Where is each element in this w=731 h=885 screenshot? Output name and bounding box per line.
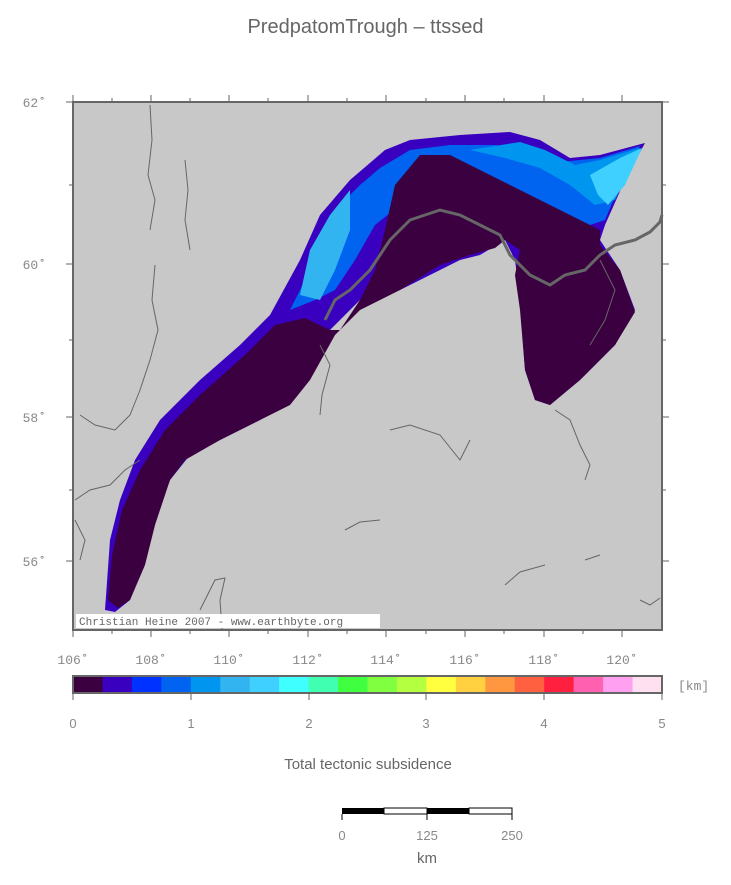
colorbar-cell xyxy=(249,676,280,693)
colorbar-cell xyxy=(367,676,398,693)
colorbar-cell xyxy=(632,676,663,693)
credit-text: Christian Heine 2007 - www.earthbyte.org xyxy=(79,617,343,629)
colorbar-ticks xyxy=(72,693,663,700)
colorbar-cell xyxy=(573,676,604,693)
scale-label: 250 xyxy=(501,828,523,843)
lon-label: 108˚ xyxy=(135,653,166,668)
colorbar-tick-label: 1 xyxy=(187,716,194,731)
lon-label: 114˚ xyxy=(370,653,401,668)
colorbar-cell xyxy=(544,676,575,693)
colorbar-cell xyxy=(603,676,634,693)
credit-box xyxy=(76,614,380,628)
colorbar-cell xyxy=(161,676,192,693)
colorbar-cell xyxy=(220,676,251,693)
colorbar-cell xyxy=(426,676,457,693)
colorbar-tick-label: 5 xyxy=(658,716,665,731)
colorbar-cell xyxy=(131,676,162,693)
lon-label: 120˚ xyxy=(606,653,637,668)
frame-ticks xyxy=(66,95,669,637)
colorbar-unit: [km] xyxy=(678,679,709,694)
colorbar-frame xyxy=(72,675,663,694)
colorbar-cell xyxy=(102,676,133,693)
scale-unit: km xyxy=(417,850,437,867)
colorbar-cell xyxy=(396,676,427,693)
colorbar xyxy=(73,676,663,693)
subsidence-shading xyxy=(105,132,645,612)
rivers xyxy=(74,104,661,631)
colorbar-caption: Total tectonic subsidence xyxy=(284,756,452,773)
colorbar-tick-label: 0 xyxy=(69,716,76,731)
map-frame xyxy=(72,101,663,631)
colorbar-tick-label: 4 xyxy=(540,716,547,731)
lon-labels: 106˚ 108˚ 110˚ 112˚ 114˚ 116˚ 118˚ 120˚ xyxy=(57,653,637,668)
scale-labels: 0 125 250 xyxy=(338,828,522,843)
scale-label: 0 xyxy=(338,828,345,843)
colorbar-cell xyxy=(338,676,368,693)
lat-label: 60˚ xyxy=(23,258,46,273)
colorbar-cell xyxy=(73,676,103,693)
colorbar-cell xyxy=(308,676,339,693)
lat-label: 58˚ xyxy=(23,411,46,426)
scale-label: 125 xyxy=(416,828,438,843)
colorbar-tick-label: 2 xyxy=(305,716,312,731)
colorbar-cell xyxy=(279,676,310,693)
colorbar-cell xyxy=(190,676,221,693)
colorbar-cell xyxy=(455,676,486,693)
scale-bar xyxy=(341,807,513,820)
map-title: PredpatomTrough – ttssed xyxy=(247,16,484,38)
lon-label: 118˚ xyxy=(528,653,559,668)
colorbar-cell xyxy=(514,676,545,693)
lon-label: 110˚ xyxy=(213,653,244,668)
colorbar-cell xyxy=(485,676,516,693)
major-river xyxy=(323,208,664,321)
lat-label: 62˚ xyxy=(23,96,46,111)
lon-label: 112˚ xyxy=(292,653,323,668)
lon-label: 116˚ xyxy=(449,653,480,668)
lon-label: 106˚ xyxy=(57,653,88,668)
colorbar-tick-label: 3 xyxy=(422,716,429,731)
colorbar-tick-labels: 0 1 2 3 4 5 xyxy=(69,716,665,731)
lat-labels: 62˚ 60˚ 58˚ 56˚ xyxy=(23,96,46,570)
lat-label: 56˚ xyxy=(23,555,46,570)
